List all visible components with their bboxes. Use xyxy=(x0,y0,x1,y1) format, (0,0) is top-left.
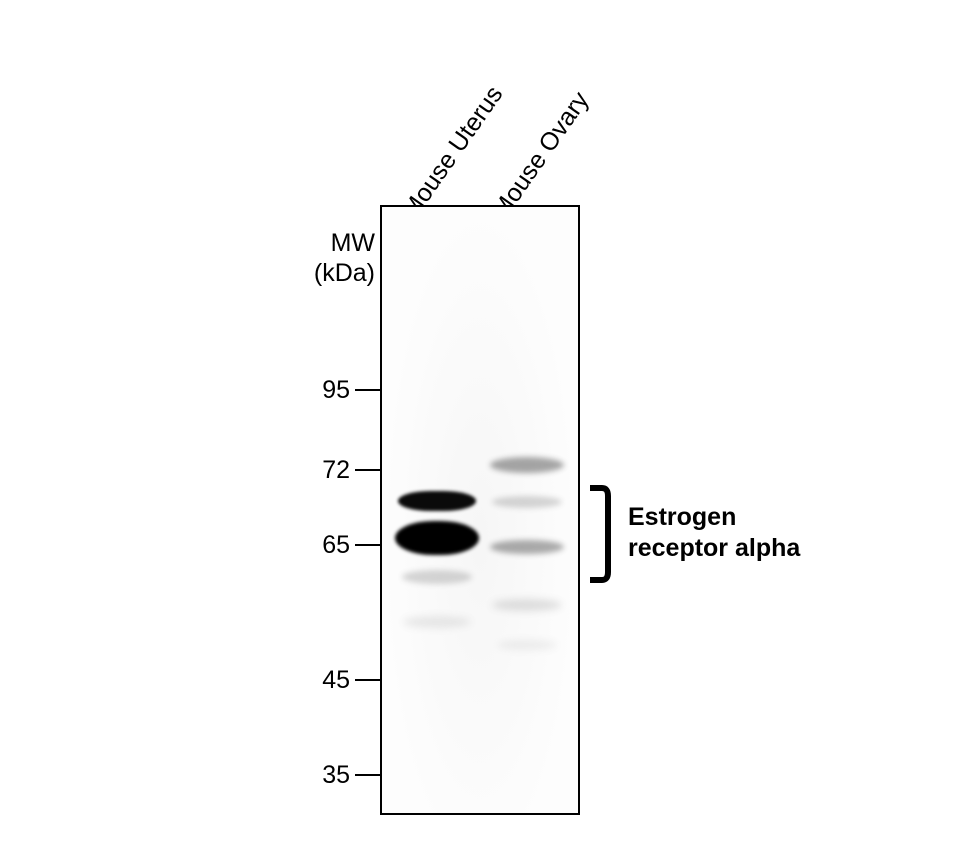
figure-western-blot: MW (kDa) Mouse Uterus Mouse Ovary 95 72 … xyxy=(0,0,980,860)
band-lane1-faint-2 xyxy=(403,616,471,628)
band-lane2-upper xyxy=(490,457,564,473)
mw-header-line1: MW xyxy=(331,229,375,257)
band-lane1-lower xyxy=(395,521,479,555)
protein-label-line1: Estrogen xyxy=(628,503,736,531)
marker-tick-45 xyxy=(355,679,383,681)
mw-header-line2: (kDa) xyxy=(314,259,375,287)
blot-background-tone xyxy=(382,207,578,813)
mw-header: MW (kDa) xyxy=(285,228,375,288)
band-lane1-upper xyxy=(398,491,476,511)
band-lane1-faint-1 xyxy=(402,570,472,584)
marker-tick-72 xyxy=(355,469,383,471)
band-lane2-faint-3 xyxy=(497,640,557,650)
marker-label-35: 35 xyxy=(305,761,350,790)
marker-tick-65 xyxy=(355,544,383,546)
protein-label-line2: receptor alpha xyxy=(628,534,800,562)
marker-tick-95 xyxy=(355,389,383,391)
band-lane2-faint-2 xyxy=(492,599,562,611)
protein-label: Estrogen receptor alpha xyxy=(628,502,800,565)
marker-label-65: 65 xyxy=(305,531,350,560)
band-lane2-faint-1 xyxy=(492,496,562,508)
marker-label-72: 72 xyxy=(305,456,350,485)
marker-tick-35 xyxy=(355,774,383,776)
band-lane2-mid xyxy=(490,540,564,554)
marker-label-95: 95 xyxy=(305,376,350,405)
band-bracket xyxy=(588,484,618,584)
blot-membrane xyxy=(380,205,580,815)
marker-label-45: 45 xyxy=(305,666,350,695)
